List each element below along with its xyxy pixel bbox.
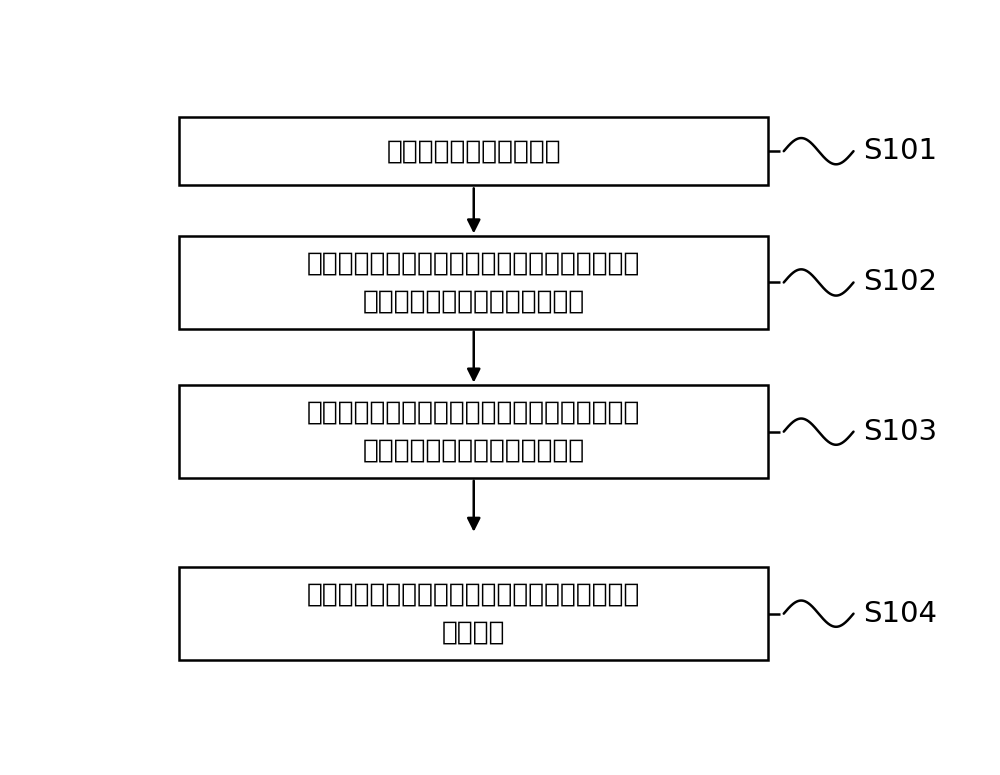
Text: 获取安全设备的电阻数据: 获取安全设备的电阻数据 [386, 138, 561, 164]
Text: 基于电阻数据，确定安全设备的初始张力数据，
且获取作业对象的初始移动数据: 基于电阻数据，确定安全设备的初始张力数据， 且获取作业对象的初始移动数据 [307, 250, 640, 315]
Text: S102: S102 [863, 268, 937, 297]
FancyBboxPatch shape [179, 385, 768, 478]
Text: 基于初始移动数据与初始张力数据，对作业对象
的状态进行监测，得到监测结果: 基于初始移动数据与初始张力数据，对作业对象 的状态进行监测，得到监测结果 [307, 400, 640, 463]
FancyBboxPatch shape [179, 117, 768, 185]
FancyBboxPatch shape [179, 567, 768, 660]
FancyBboxPatch shape [179, 236, 768, 329]
Text: 响应于监测结果为作业对象处于危险状态，输出
危险信息: 响应于监测结果为作业对象处于危险状态，输出 危险信息 [307, 582, 640, 646]
Text: S104: S104 [863, 600, 937, 628]
Text: S103: S103 [863, 418, 937, 446]
Text: S101: S101 [863, 137, 937, 165]
